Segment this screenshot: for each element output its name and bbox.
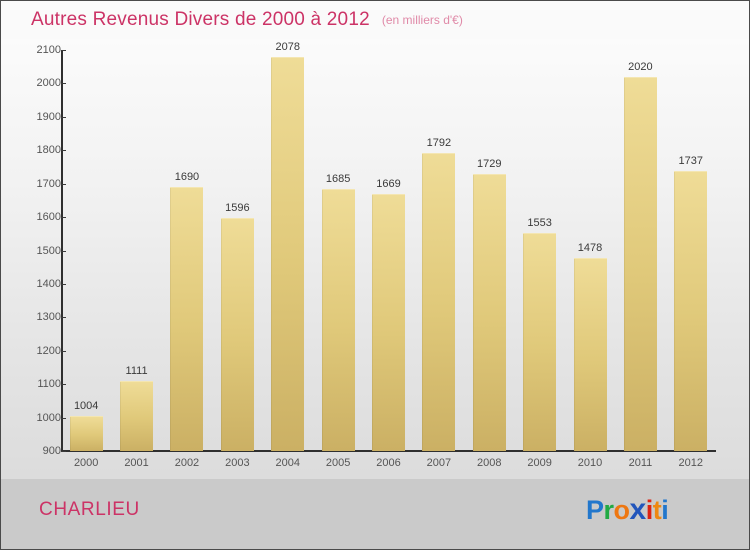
bar-value-label: 1553 <box>527 216 552 229</box>
y-axis-tick-mark <box>61 116 66 118</box>
bar-group[interactable]: 1669 <box>372 50 405 451</box>
x-axis-tick-label: 2001 <box>124 457 149 469</box>
bar[interactable] <box>170 187 204 451</box>
y-axis-tick-label: 1300 <box>36 311 61 324</box>
bar-value-label: 1478 <box>577 241 603 254</box>
y-axis-tick-mark <box>61 83 66 85</box>
y-axis-tick-mark <box>61 283 66 285</box>
bar[interactable] <box>69 416 103 451</box>
chart-footer: CHARLIEU Proxiti <box>1 479 749 549</box>
bar[interactable] <box>321 188 355 451</box>
logo-letter: x <box>629 493 647 526</box>
x-axis-tick-label: 2005 <box>325 457 351 469</box>
bar-value-label: 1596 <box>225 202 250 215</box>
bar-group[interactable]: 1737 <box>674 50 708 451</box>
bar-value-label: 1792 <box>426 136 452 149</box>
x-axis-tick-label: 2011 <box>628 457 653 469</box>
y-axis-tick-mark <box>61 150 66 152</box>
y-axis-tick-mark <box>61 250 66 252</box>
bar-group[interactable]: 1690 <box>170 50 204 451</box>
x-axis-tick-label: 2000 <box>73 457 99 469</box>
x-axis-tick-label: 2009 <box>527 457 552 469</box>
y-axis-tick-label: 1100 <box>37 378 61 391</box>
y-axis-tick-mark <box>61 183 66 185</box>
proxiti-logo[interactable]: Proxiti <box>586 493 669 527</box>
chart-header: Autres Revenus Divers de 2000 à 2012 (en… <box>1 1 749 39</box>
y-axis-tick-label: 2100 <box>36 44 61 56</box>
x-axis-tick-label: 2006 <box>376 457 401 469</box>
bar-value-label: 1669 <box>376 178 401 191</box>
bar[interactable] <box>120 380 154 451</box>
y-axis-tick-label: 1000 <box>36 411 61 424</box>
y-axis-tick-label: 1800 <box>36 144 61 157</box>
bar-value-label: 1004 <box>73 400 99 413</box>
y-axis-tick-mark <box>61 217 66 219</box>
bar-value-label: 1111 <box>125 364 148 377</box>
x-axis-tick-label: 2003 <box>225 457 250 469</box>
x-axis-tick-label: 2010 <box>577 457 603 469</box>
logo-letter: o <box>613 495 631 525</box>
bar[interactable] <box>422 152 456 451</box>
bar-group[interactable]: 1004 <box>69 50 103 451</box>
chart-unit-subtitle: (en milliers d'€) <box>381 13 463 27</box>
page-title: Autres Revenus Divers de 2000 à 2012 <box>31 9 370 30</box>
bar-group[interactable]: 1685 <box>321 50 355 451</box>
plot-area: 900 1000 1100 1200 1300 1400 1500 1600 1700 1800 1… <box>1 39 749 479</box>
bar-group[interactable]: 1478 <box>573 50 607 451</box>
bar-group[interactable]: 1729 <box>472 50 506 451</box>
y-axis-tick-mark <box>61 350 66 352</box>
bar-value-label: 2020 <box>628 60 653 73</box>
bar-group[interactable]: 1792 <box>422 50 456 451</box>
y-axis-tick-label: 1200 <box>36 344 61 357</box>
bar-group[interactable]: 1553 <box>523 50 557 451</box>
bar[interactable] <box>573 257 607 451</box>
bar[interactable] <box>623 76 657 451</box>
bar[interactable] <box>472 173 506 451</box>
bar-value-label: 1729 <box>477 157 502 170</box>
y-axis-tick-label: 900 <box>42 445 61 457</box>
logo-letter: i <box>661 495 669 525</box>
y-axis-tick-mark <box>61 317 66 319</box>
bar[interactable] <box>674 171 708 451</box>
y-axis-tick-label: 1400 <box>36 277 61 290</box>
x-axis-tick-label: 2004 <box>275 457 300 469</box>
bar-value-label: 1690 <box>174 171 200 184</box>
bar[interactable] <box>523 232 557 451</box>
y-axis-tick-mark <box>61 50 66 51</box>
bar-value-label: 1685 <box>325 172 351 185</box>
y-axis-tick-label: 2000 <box>36 77 61 90</box>
x-axis-tick-label: 2007 <box>426 457 452 469</box>
y-axis-tick-mark <box>61 384 66 386</box>
y-axis-tick-label: 1600 <box>36 211 61 224</box>
x-axis-tick-label: 2002 <box>174 457 200 469</box>
y-axis-tick-mark <box>61 451 66 452</box>
x-axis-tick-label: 2012 <box>678 457 704 469</box>
y-axis-tick-label: 1700 <box>36 177 61 190</box>
logo-letter: i <box>645 495 654 525</box>
bar-group[interactable]: 1111 <box>120 50 154 451</box>
bar[interactable] <box>271 57 305 451</box>
logo-letter: r <box>603 495 615 525</box>
x-axis-line <box>61 450 716 452</box>
bar[interactable] <box>220 218 254 451</box>
y-axis-tick-label: 1500 <box>36 244 61 257</box>
x-axis-tick-label: 2008 <box>477 457 502 469</box>
y-axis-tick-label: 1900 <box>36 110 61 123</box>
y-axis-tick-mark <box>61 417 66 419</box>
bars-layer: 1004 1111 1690 1596 2078 1685 1669 1792 1729 1553… <box>61 41 716 451</box>
bar-value-label: 2078 <box>275 41 300 54</box>
bar-value-label: 1737 <box>678 155 704 168</box>
logo-letter: t <box>652 495 662 525</box>
bar-group[interactable]: 2020 <box>623 50 657 451</box>
logo-letter: P <box>586 495 604 525</box>
bar-group[interactable]: 1596 <box>220 50 254 451</box>
commune-name-label: CHARLIEU <box>39 499 140 520</box>
bar-group[interactable]: 2078 <box>271 41 305 451</box>
bar[interactable] <box>372 194 405 451</box>
